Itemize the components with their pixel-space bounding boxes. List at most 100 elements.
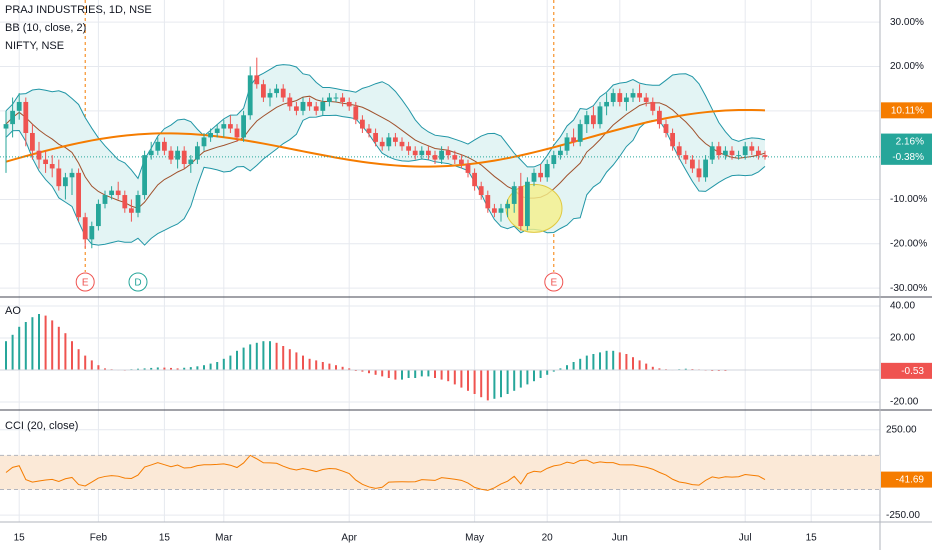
ao-bar [216,362,219,370]
candle-body [564,137,570,151]
candle-body [195,146,200,160]
ao-bar [572,362,575,370]
ao-bar [434,370,436,378]
ao-bar [170,367,172,370]
candle-body [274,88,279,94]
symbol-title: PRAJ INDUSTRIES, 1D, NSE [5,4,152,16]
ao-bar [183,367,186,370]
candle-body [478,186,484,196]
ao-bar [302,355,304,370]
ao-bar [90,360,93,370]
ao-bar [526,370,529,385]
ao-bar [638,360,641,370]
x-tick-label: Jul [739,533,752,544]
candle-body [89,226,95,240]
candle-body [676,146,682,156]
candle-body [254,75,260,85]
candle-body [742,146,748,156]
candle-body [386,137,392,147]
ao-bar [427,370,430,377]
ao-bar [295,352,298,370]
candle-body [175,150,180,160]
compare-symbol-label: NIFTY, NSE [5,40,65,52]
candle-body [168,150,174,160]
candle-body [214,128,220,133]
cci-y-tick-label: -250.00 [886,510,920,521]
candle-body [419,150,425,156]
ao-bar [414,370,417,378]
ao-bar [249,344,252,370]
ao-bar [374,370,377,375]
bb-basis-badge-bg [881,133,932,150]
x-tick-label: 20 [542,533,554,544]
ao-bar [18,326,21,370]
candle-body [360,119,365,129]
event-marker-label: D [134,278,141,289]
candle-body [492,208,497,213]
ao-bar [453,370,456,385]
candle-body [36,150,42,160]
event-marker-e [544,272,564,292]
ao-bar [632,357,634,370]
ao-bar [401,370,403,380]
candle-body [313,106,319,111]
ao-bar [552,370,555,372]
ao-bar [599,352,601,370]
ao-bar [658,368,661,370]
ao-bar [460,370,463,388]
candle-body [604,101,609,107]
ao-bar [64,333,67,370]
candle-body [511,186,517,204]
candle-body [63,177,68,187]
ao-bar [262,341,265,370]
bb-lower-band [5,114,766,246]
ao-bar [605,350,608,370]
ao-bar [315,360,318,370]
candle-body [749,146,755,151]
cci-line [5,454,766,491]
candle-body [393,137,398,142]
ao-bar [196,366,199,370]
candle-body [188,159,194,165]
candle-body [406,146,411,151]
candle-body [69,172,75,178]
x-tick-label: Apr [341,533,357,544]
nifty-compare-line [5,108,766,168]
candle-body [10,110,15,125]
nifty-badge: 10.11% [891,105,924,116]
candle-body [261,84,266,98]
bb-basis-line [5,95,766,209]
ao-bar [275,342,278,370]
ao-bar [480,370,483,398]
ao-bar [394,370,397,380]
candle-body [280,88,286,98]
ao-bar [51,320,54,370]
ao-bar [31,317,34,370]
ao-bar [473,370,476,394]
candle-body [82,217,88,240]
candle-body [525,181,530,227]
ao-bar [539,370,542,378]
candles [3,57,768,249]
candle-body [23,101,29,133]
ao-bar [71,341,73,370]
event-marker-circle [75,272,95,292]
candle-body [716,146,722,156]
candle-body [663,124,669,133]
candle-body [703,159,708,178]
candle-body [300,101,306,111]
ao-bars [5,314,727,401]
ao-bar [612,350,615,370]
cci-badge: -41.69 [896,475,925,486]
ao-bar [368,370,370,374]
ao-bar [651,366,654,370]
candle-body [109,190,114,196]
x-tick-label: Feb [90,533,108,544]
ao-badge-bg [881,362,932,379]
price-badge: -0.38% [892,152,924,163]
price-badge-bg [881,148,932,165]
candle-body [709,146,715,160]
candle-body [650,101,656,111]
candle-body [320,101,326,111]
candle-body [452,155,458,160]
